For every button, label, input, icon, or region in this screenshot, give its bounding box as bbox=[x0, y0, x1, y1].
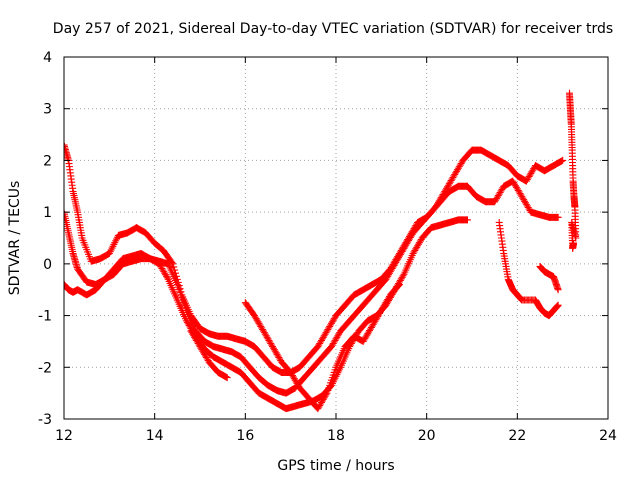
y-tick-label: 3 bbox=[43, 102, 52, 118]
data-point bbox=[163, 274, 171, 282]
y-tick-label: 2 bbox=[43, 153, 52, 169]
y-tick-label: -2 bbox=[38, 360, 52, 376]
y-tick-label: -1 bbox=[38, 309, 52, 325]
y-tick-label: 1 bbox=[43, 205, 52, 221]
x-tick-label: 22 bbox=[508, 428, 526, 444]
data-point bbox=[554, 213, 562, 221]
x-tick-label: 24 bbox=[599, 428, 617, 444]
series-trace-7 bbox=[565, 89, 580, 252]
series-trace-4 bbox=[187, 281, 403, 413]
x-tick-label: 18 bbox=[327, 428, 345, 444]
data-point bbox=[554, 286, 562, 294]
data-point bbox=[64, 141, 68, 149]
y-tick-label: 0 bbox=[43, 257, 52, 273]
series-trace-2 bbox=[64, 177, 562, 397]
data-point bbox=[559, 156, 567, 164]
data-point bbox=[463, 216, 471, 224]
series-trace-6 bbox=[536, 262, 562, 294]
x-tick-label: 12 bbox=[55, 428, 73, 444]
y-tick-label: -3 bbox=[38, 412, 52, 428]
x-tick-label: 20 bbox=[418, 428, 436, 444]
data-point bbox=[554, 301, 562, 309]
y-axis-label: SDTVAR / TECUs bbox=[7, 181, 23, 296]
data-markers bbox=[64, 89, 580, 413]
x-axis-label: GPS time / hours bbox=[277, 458, 394, 474]
chart-title: Day 257 of 2021, Sidereal Day-to-day VTE… bbox=[53, 21, 613, 37]
x-tick-label: 16 bbox=[236, 428, 254, 444]
y-tick-label: 4 bbox=[43, 50, 52, 66]
data-point bbox=[395, 282, 403, 290]
data-point bbox=[399, 272, 407, 280]
data-point bbox=[223, 374, 231, 382]
data-point bbox=[322, 391, 330, 399]
series-trace-5 bbox=[495, 218, 562, 320]
x-tick-label: 14 bbox=[146, 428, 164, 444]
data-point bbox=[570, 239, 578, 247]
data-point bbox=[395, 281, 403, 289]
